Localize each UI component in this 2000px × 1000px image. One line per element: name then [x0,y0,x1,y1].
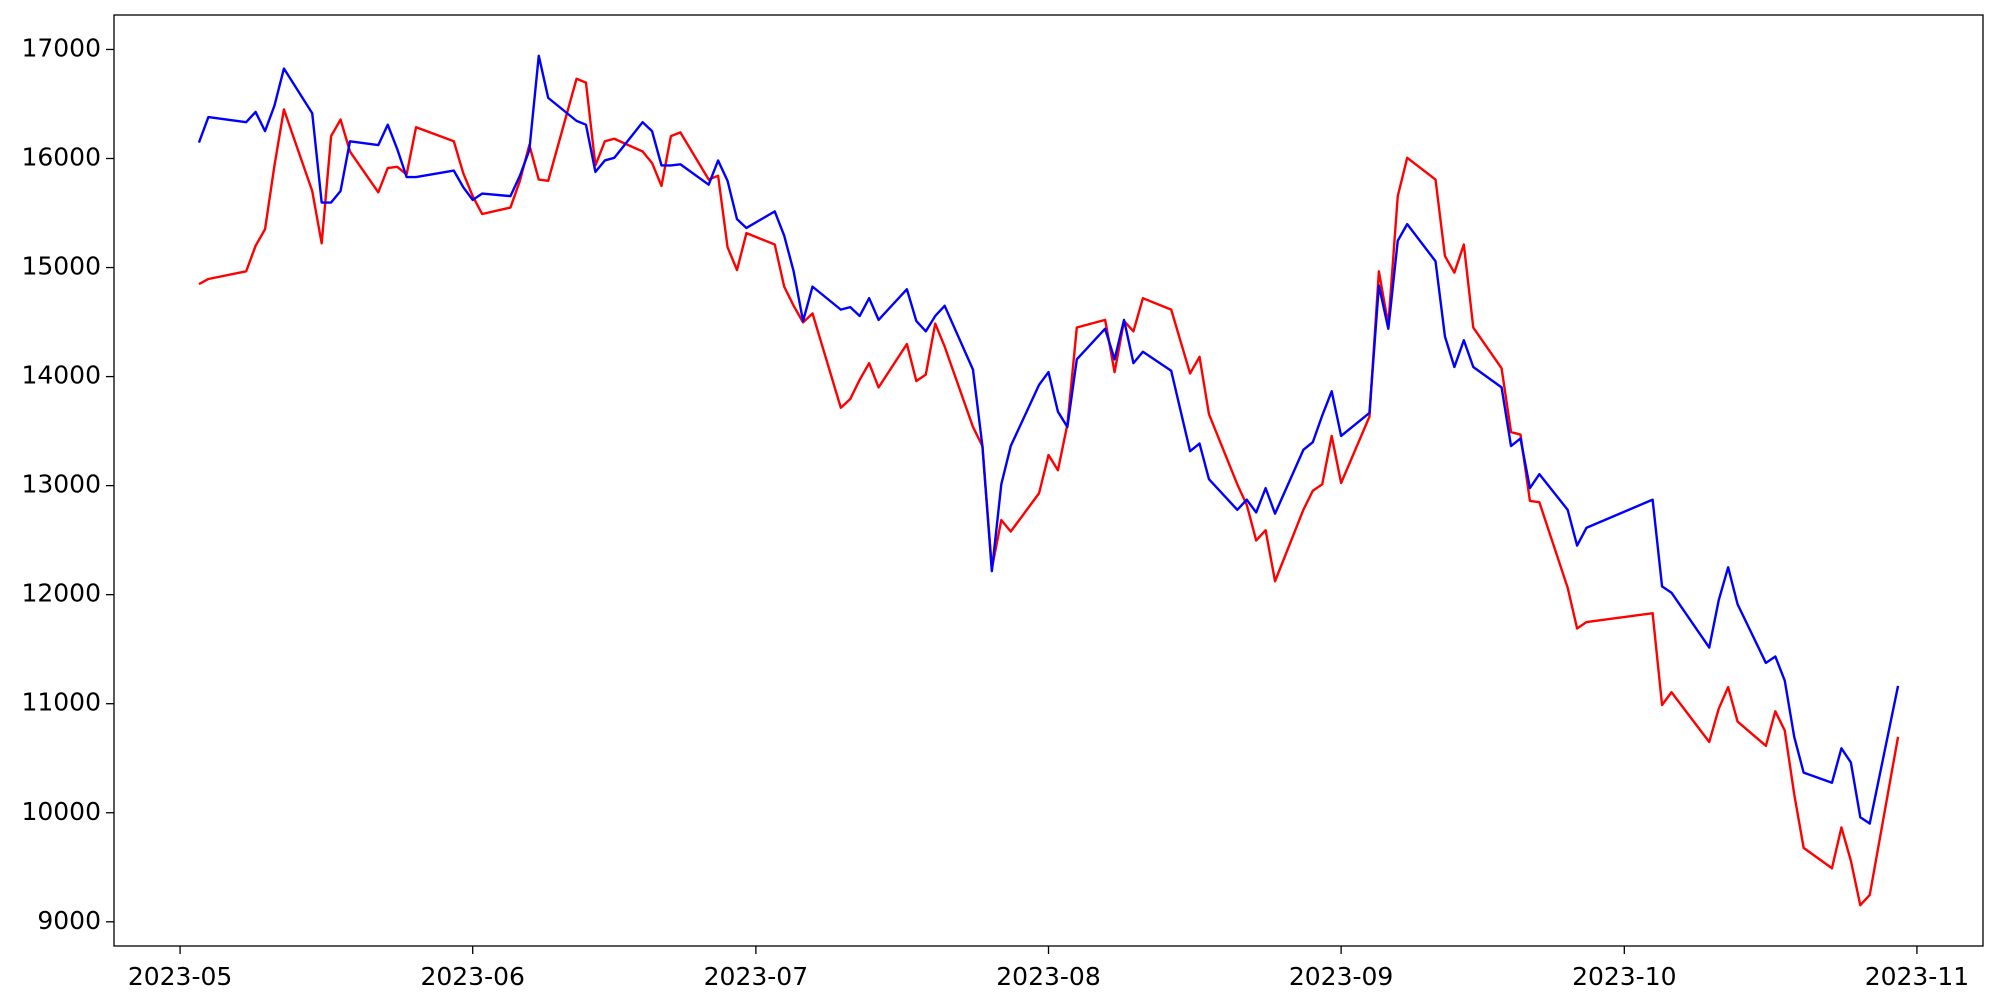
y-tick-label: 12000 [21,579,101,608]
y-tick-label: 16000 [21,142,101,171]
y-tick-label: 15000 [21,252,101,281]
y-tick-label: 17000 [21,33,101,62]
x-tick-label: 2023-06 [420,962,524,991]
series-line [198,77,1900,907]
y-tick-label: 9000 [37,906,101,935]
y-tick-label: 14000 [21,361,101,390]
x-tick-label: 2023-10 [1572,962,1676,991]
y-tick-label: 13000 [21,470,101,499]
x-tick-label: 2023-07 [704,962,808,991]
plot-frame [113,14,1984,947]
y-tick-label: 11000 [21,688,101,717]
series-line [197,54,1900,825]
x-tick-label: 2023-09 [1289,962,1393,991]
x-tick-label: 2023-05 [128,962,232,991]
x-tick-label: 2023-08 [996,962,1100,991]
x-tick-label: 2023-11 [1865,962,1969,991]
y-tick-label: 10000 [21,797,101,826]
